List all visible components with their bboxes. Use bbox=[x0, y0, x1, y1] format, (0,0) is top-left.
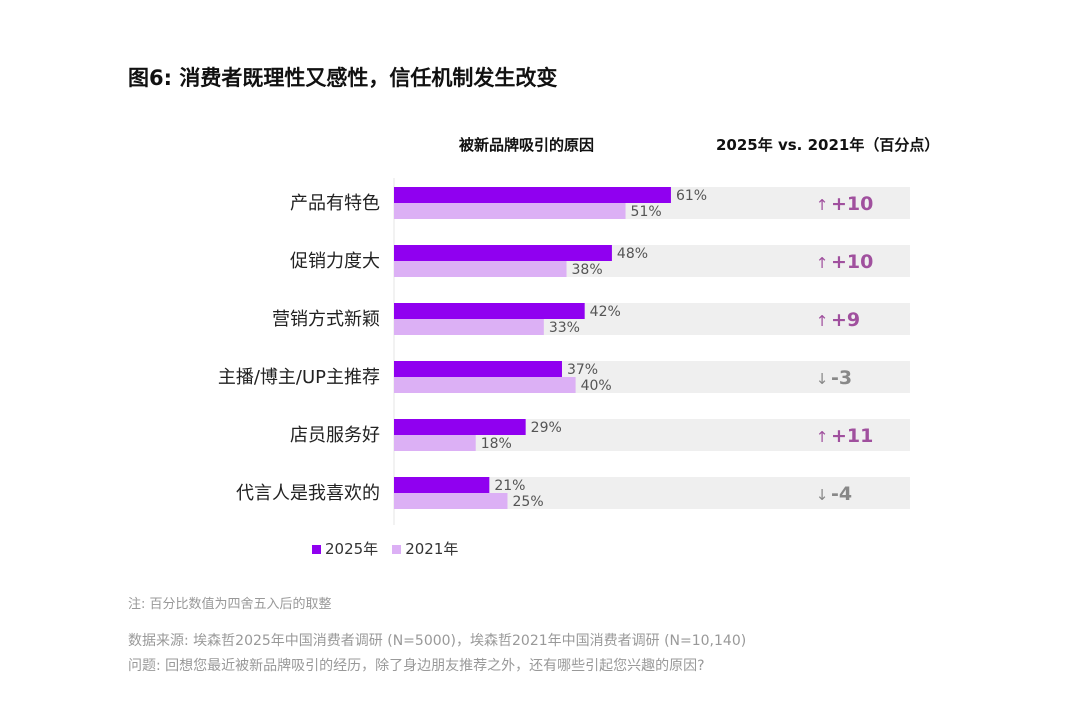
value-label-2025: 37% bbox=[567, 362, 598, 378]
category-label: 促销力度大 bbox=[290, 251, 380, 272]
arrow-down-icon: ↓ bbox=[816, 370, 829, 388]
chart-title: 图6: 消费者既理性又感性，信任机制发生改变 bbox=[128, 66, 558, 90]
value-label-2021: 33% bbox=[549, 320, 580, 336]
bar-2025 bbox=[394, 245, 612, 261]
value-label-2025: 61% bbox=[676, 188, 707, 204]
arrow-down-icon: ↓ bbox=[816, 486, 829, 504]
bar-2021 bbox=[394, 377, 576, 393]
arrow-up-icon: ↑ bbox=[816, 428, 829, 446]
arrow-up-icon: ↑ bbox=[816, 254, 829, 272]
bar-2025 bbox=[394, 187, 671, 203]
bar-2025 bbox=[394, 361, 562, 377]
legend: 2025年 2021年 bbox=[312, 538, 458, 559]
change-header: 2025年 vs. 2021年（百分点） bbox=[716, 136, 940, 154]
value-label-2021: 25% bbox=[513, 494, 544, 510]
bar-2025 bbox=[394, 303, 585, 319]
change-value: -4 bbox=[831, 483, 852, 505]
legend-label: 2025年 bbox=[325, 540, 379, 558]
footnote: 注: 百分比数值为四舍五入后的取整 bbox=[128, 597, 332, 612]
value-label-2021: 18% bbox=[481, 436, 512, 452]
legend-label: 2021年 bbox=[405, 540, 459, 558]
category-label: 店员服务好 bbox=[290, 425, 380, 446]
value-label-2025: 42% bbox=[590, 304, 621, 320]
value-label-2021: 40% bbox=[581, 378, 612, 394]
category-label: 产品有特色 bbox=[290, 193, 380, 214]
bar-2021 bbox=[394, 493, 508, 509]
source-note: 数据来源: 埃森哲2025年中国消费者调研 (N=5000)，埃森哲2021年中… bbox=[128, 633, 747, 649]
legend-swatch-2025 bbox=[312, 545, 321, 554]
change-value: +10 bbox=[831, 193, 873, 215]
reasons-header: 被新品牌吸引的原因 bbox=[459, 136, 595, 154]
bar-2021 bbox=[394, 319, 544, 335]
change-value: -3 bbox=[831, 367, 852, 389]
arrow-up-icon: ↑ bbox=[816, 312, 829, 330]
value-label-2025: 48% bbox=[617, 246, 648, 262]
value-label-2021: 38% bbox=[572, 262, 603, 278]
legend-2021: 2021年 bbox=[392, 538, 458, 559]
bar-2021 bbox=[394, 203, 626, 219]
change-value: +10 bbox=[831, 251, 873, 273]
legend-2025: 2025年 bbox=[312, 538, 378, 559]
bar-2025 bbox=[394, 419, 526, 435]
question-note: 问题: 回想您最近被新品牌吸引的经历，除了身边朋友推荐之外，还有哪些引起您兴趣的… bbox=[128, 658, 705, 674]
bar-2021 bbox=[394, 435, 476, 451]
arrow-up-icon: ↑ bbox=[816, 196, 829, 214]
value-label-2021: 51% bbox=[631, 204, 662, 220]
category-label: 营销方式新颖 bbox=[272, 309, 380, 330]
value-label-2025: 21% bbox=[494, 478, 525, 494]
change-value: +9 bbox=[831, 309, 860, 331]
legend-swatch-2021 bbox=[392, 545, 402, 554]
bar-2025 bbox=[394, 477, 490, 493]
category-label: 代言人是我喜欢的 bbox=[236, 483, 380, 504]
value-label-2025: 29% bbox=[531, 420, 562, 436]
change-value: +11 bbox=[831, 425, 873, 447]
category-label: 主播/博主/UP主推荐 bbox=[218, 367, 380, 388]
bar-2021 bbox=[394, 261, 567, 277]
